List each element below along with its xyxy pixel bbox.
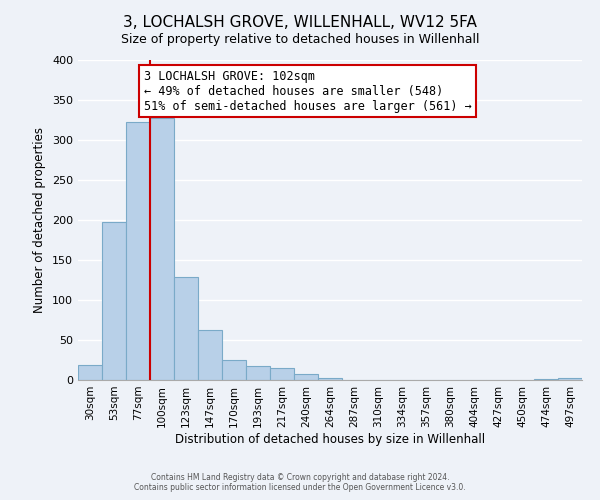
Bar xyxy=(198,330,222,380)
Bar xyxy=(174,277,198,380)
Y-axis label: Number of detached properties: Number of detached properties xyxy=(34,127,46,313)
Bar xyxy=(294,374,318,380)
Text: Size of property relative to detached houses in Willenhall: Size of property relative to detached ho… xyxy=(121,32,479,46)
Bar xyxy=(246,366,270,380)
X-axis label: Distribution of detached houses by size in Willenhall: Distribution of detached houses by size … xyxy=(175,432,485,446)
Text: Contains HM Land Registry data © Crown copyright and database right 2024.
Contai: Contains HM Land Registry data © Crown c… xyxy=(134,473,466,492)
Bar xyxy=(126,122,150,380)
Bar xyxy=(78,365,102,380)
Bar xyxy=(270,368,294,380)
Bar xyxy=(102,222,126,380)
Bar xyxy=(534,379,558,380)
Bar xyxy=(318,378,342,380)
Bar xyxy=(150,118,174,380)
Bar xyxy=(558,378,582,380)
Text: 3 LOCHALSH GROVE: 102sqm
← 49% of detached houses are smaller (548)
51% of semi-: 3 LOCHALSH GROVE: 102sqm ← 49% of detach… xyxy=(143,70,471,112)
Text: 3, LOCHALSH GROVE, WILLENHALL, WV12 5FA: 3, LOCHALSH GROVE, WILLENHALL, WV12 5FA xyxy=(123,15,477,30)
Bar xyxy=(222,360,246,380)
